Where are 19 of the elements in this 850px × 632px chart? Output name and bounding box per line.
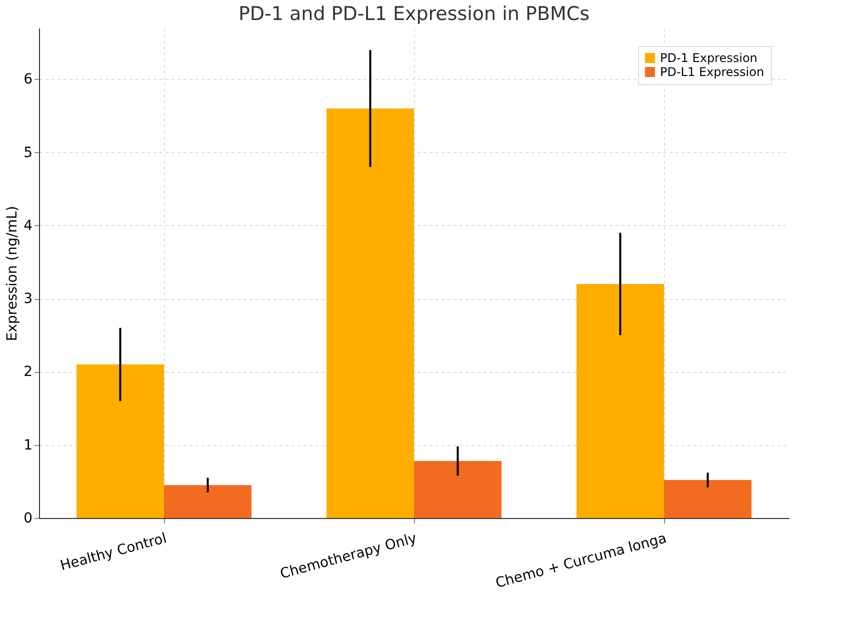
y-tick-label: 4 [24,218,33,234]
y-axis-title: Expression (ng/mL) [4,206,21,342]
bar [414,460,502,518]
bar [164,485,252,518]
y-tick-label: 5 [24,144,32,161]
y-tick-label: 1 [24,437,32,454]
legend-label: PD-L1 Expression [660,65,764,79]
y-tick-label: 6 [24,72,33,88]
bar [576,284,664,518]
x-tick-label: Chemo + Curcuma longa [494,530,668,592]
bar [76,364,164,518]
y-tick-label: 3 [24,291,32,308]
y-tick-label: 2 [24,364,32,380]
legend-label: PD-1 Expression [660,51,758,65]
y-tick-label: 0 [24,510,32,526]
bar [664,480,752,518]
bar [326,108,414,518]
chart-title: PD-1 and PD-L1 Expression in PBMCs [238,3,590,25]
x-tick-label: Healthy Control [58,530,168,574]
